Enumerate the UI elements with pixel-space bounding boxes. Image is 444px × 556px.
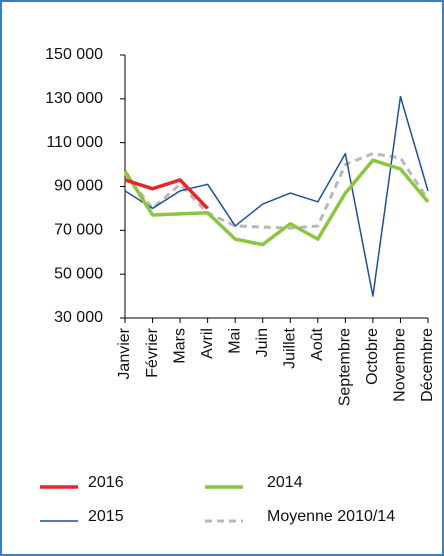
- x-tick-label: Août: [309, 327, 326, 360]
- legend-label: 2014: [267, 474, 303, 491]
- x-tick-label: Septembre: [337, 328, 354, 406]
- y-tick-label: 50 000: [54, 265, 103, 282]
- x-tick-label: Décembre: [419, 328, 436, 402]
- series-line: [123, 152, 430, 230]
- y-tick-label: 70 000: [54, 222, 103, 239]
- y-tick-label: 90 000: [54, 178, 103, 195]
- x-tick-label: Octobre: [364, 328, 381, 385]
- x-tick-label: Mai: [226, 328, 243, 354]
- series-line: [124, 95, 429, 297]
- x-tick-label: Juillet: [281, 327, 298, 368]
- y-tick-label: 30 000: [54, 309, 103, 326]
- y-tick-label: 110 000: [46, 134, 103, 151]
- legend-label: 2015: [88, 508, 124, 525]
- x-tick-label: Février: [144, 327, 161, 377]
- y-tick-label: 130 000: [45, 90, 103, 107]
- series-line: [123, 158, 430, 247]
- x-tick-label: Novembre: [392, 328, 409, 402]
- legend-label: 2016: [88, 474, 124, 491]
- series-line: [124, 178, 209, 210]
- x-tick-label: Mars: [171, 328, 188, 364]
- x-tick-label: Avril: [199, 328, 216, 359]
- legend-label: Moyenne 2010/14: [267, 508, 395, 525]
- x-tick-label: Juin: [254, 328, 271, 357]
- y-tick-label: 150 000: [45, 46, 103, 63]
- x-tick-label: Janvier: [116, 327, 133, 379]
